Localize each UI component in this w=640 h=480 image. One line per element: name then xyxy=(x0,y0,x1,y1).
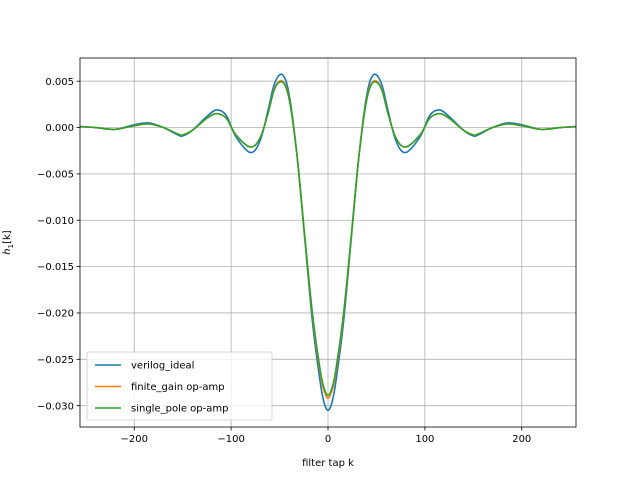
y-axis-ticks: 0.005 0.000 −0.005 −0.010 −0.015 −0.020 −0.025… xyxy=(37,77,80,412)
x-tick-label: 0 xyxy=(325,434,331,445)
x-tick-label: −200 xyxy=(121,434,148,445)
legend-box xyxy=(86,351,273,421)
legend-label: verilog_ideal xyxy=(131,361,194,372)
series-lines xyxy=(79,73,577,412)
y-axis-label-suffix: [k] xyxy=(2,230,13,244)
y-tick-label: −0.025 xyxy=(37,355,74,366)
y-axis-label-subscript: 1 xyxy=(7,244,15,248)
x-axis-ticks: −200 −100 0 100 200 xyxy=(121,427,531,445)
legend: verilog_ideal finite_gain op-amp single_po… xyxy=(86,351,273,421)
grid xyxy=(80,58,576,427)
y-tick-label: −0.015 xyxy=(37,262,74,273)
x-tick-label: 200 xyxy=(512,434,531,445)
x-tick-label: −100 xyxy=(217,434,244,445)
x-tick-label: 100 xyxy=(415,434,434,445)
y-tick-label: 0.005 xyxy=(45,77,74,88)
series-line-single-pole-op-amp xyxy=(79,80,577,397)
y-tick-label: −0.030 xyxy=(37,401,74,412)
y-tick-label: −0.020 xyxy=(37,309,74,320)
legend-label: single_pole op-amp xyxy=(131,404,228,415)
y-tick-label: −0.010 xyxy=(37,216,74,227)
x-axis-label: filter tap k xyxy=(302,458,354,469)
legend-label: finite_gain op-amp xyxy=(131,382,225,393)
y-axis-label-main: h xyxy=(2,248,13,254)
y-tick-label: −0.005 xyxy=(37,169,74,180)
y-axis-label: h1[k] xyxy=(2,230,15,255)
y-tick-label: 0.000 xyxy=(45,123,74,134)
